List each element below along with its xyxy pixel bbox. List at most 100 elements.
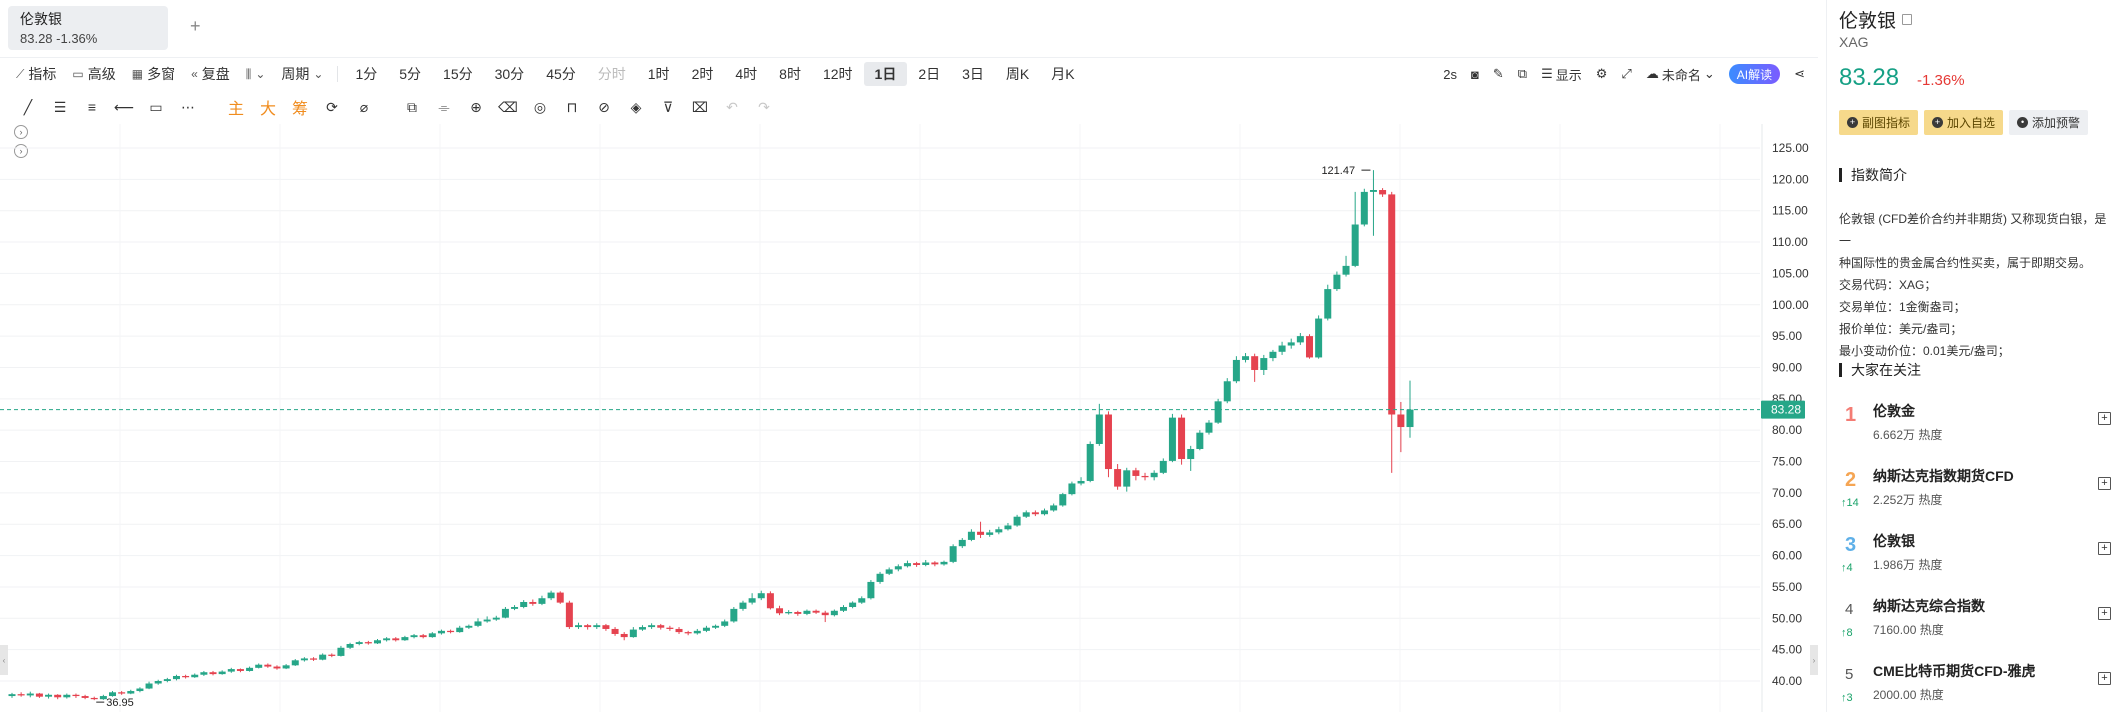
candle[interactable] — [757, 593, 765, 599]
period-button[interactable]: 5分 — [399, 66, 422, 82]
chart-type-button[interactable]: ⫼ ⌄ — [238, 62, 274, 86]
candle[interactable] — [684, 632, 692, 634]
candle[interactable] — [967, 531, 975, 540]
candle[interactable] — [236, 669, 244, 671]
add-tab-button[interactable]: + — [190, 16, 201, 36]
candle[interactable] — [273, 666, 281, 669]
trash-icon[interactable]: ⌧ — [691, 98, 709, 115]
candle[interactable] — [428, 633, 436, 638]
symbol-tab[interactable]: 伦敦银 83.28 -1.36% — [8, 6, 168, 50]
candle[interactable] — [1406, 409, 1414, 428]
candle[interactable] — [1013, 516, 1021, 526]
candle[interactable] — [1223, 381, 1231, 402]
candle[interactable] — [17, 694, 25, 696]
candle[interactable] — [575, 625, 583, 628]
candle[interactable] — [547, 592, 555, 599]
candle[interactable] — [127, 691, 135, 694]
candle[interactable] — [227, 669, 235, 672]
candle[interactable] — [702, 627, 710, 631]
candle[interactable] — [1260, 358, 1268, 370]
candle[interactable] — [794, 612, 802, 614]
candle[interactable] — [785, 612, 793, 614]
candle[interactable] — [1104, 414, 1112, 470]
candle[interactable] — [1315, 318, 1323, 358]
big-button[interactable]: 大 — [259, 101, 276, 118]
add-icon[interactable]: + — [2098, 412, 2111, 425]
more-tools-icon[interactable]: ⋯ — [181, 98, 195, 115]
candle[interactable] — [310, 658, 318, 660]
candlestick-chart[interactable]: 125.00 120.00 115.00 110.00 105.00 100.00 95.0… — [0, 124, 1818, 712]
right-panel-handle[interactable]: › — [1810, 645, 1818, 675]
candle[interactable] — [821, 612, 829, 616]
add-alert-button[interactable]: • 添加预警 — [2009, 110, 2089, 135]
candle[interactable] — [1342, 265, 1350, 275]
candle[interactable] — [638, 627, 646, 630]
candle[interactable] — [721, 621, 729, 626]
candle[interactable] — [675, 628, 683, 633]
candle[interactable] — [1251, 356, 1259, 370]
candle[interactable] — [766, 593, 774, 609]
copy-icon[interactable] — [1902, 14, 1913, 25]
candle[interactable] — [282, 665, 290, 669]
main-chart-button[interactable]: 主 — [227, 101, 244, 118]
period-button[interactable]: 4时 — [735, 66, 758, 82]
candle[interactable] — [1187, 448, 1195, 460]
candle[interactable] — [1360, 191, 1368, 225]
candle[interactable] — [1388, 194, 1396, 415]
candle[interactable] — [109, 692, 117, 697]
period-button[interactable]: 15分 — [443, 66, 473, 82]
candle[interactable] — [712, 625, 720, 628]
candle[interactable] — [1031, 512, 1039, 515]
candle[interactable] — [383, 638, 391, 641]
candle[interactable] — [355, 642, 363, 645]
period-button[interactable]: 8时 — [779, 66, 801, 82]
candle[interactable] — [99, 696, 107, 700]
replay-button[interactable]: « 复盘 — [183, 62, 238, 86]
candle[interactable] — [1333, 274, 1341, 290]
candle[interactable] — [45, 694, 53, 697]
candle[interactable] — [200, 672, 208, 675]
candle[interactable] — [1095, 414, 1103, 444]
candle[interactable] — [118, 692, 126, 694]
candle[interactable] — [511, 607, 519, 609]
candle[interactable] — [693, 630, 701, 634]
lock-icon[interactable]: ⊓ — [566, 98, 578, 115]
chip-button[interactable]: 筹 — [291, 101, 308, 118]
candle[interactable] — [849, 602, 857, 608]
candle[interactable] — [1022, 512, 1030, 517]
candle[interactable] — [1305, 336, 1313, 358]
candle[interactable] — [401, 637, 409, 641]
candle[interactable] — [876, 573, 884, 582]
add-watchlist-button[interactable]: + 加入自选 — [1924, 110, 2004, 135]
candle[interactable] — [913, 563, 921, 565]
candle[interactable] — [894, 566, 902, 570]
add-icon[interactable]: + — [2098, 542, 2111, 555]
period-button[interactable]: 12时 — [822, 66, 853, 82]
candle[interactable] — [748, 598, 756, 603]
candle[interactable] — [209, 672, 217, 675]
candle[interactable] — [1123, 470, 1131, 487]
candle[interactable] — [8, 694, 16, 697]
sub-indicator-button[interactable]: + 副图指标 — [1839, 110, 1919, 135]
collapse-toggle-icon[interactable]: › — [14, 125, 28, 139]
list-item[interactable]: 3 ↑4 伦敦银 1.986万 热度 + — [1839, 524, 2115, 589]
candle[interactable] — [1324, 289, 1332, 319]
candle[interactable] — [54, 694, 62, 698]
candle[interactable] — [1086, 443, 1094, 481]
add-icon[interactable]: + — [2098, 607, 2111, 620]
candle[interactable] — [410, 635, 418, 638]
candle[interactable] — [1214, 401, 1222, 423]
period-button[interactable]: 分时 — [597, 66, 626, 82]
candle[interactable] — [63, 694, 71, 698]
layers-icon[interactable]: ◈ — [630, 98, 642, 115]
candle[interactable] — [1150, 472, 1158, 478]
eraser-icon[interactable]: ⌫ — [498, 98, 518, 115]
candle[interactable] — [172, 675, 180, 680]
candle[interactable] — [483, 619, 491, 622]
zoom-icon[interactable]: ⊕ — [470, 98, 482, 115]
candle[interactable] — [584, 625, 592, 628]
candle[interactable] — [1242, 356, 1250, 360]
candle[interactable] — [903, 563, 911, 567]
candle[interactable] — [218, 671, 226, 675]
candle[interactable] — [72, 694, 80, 697]
